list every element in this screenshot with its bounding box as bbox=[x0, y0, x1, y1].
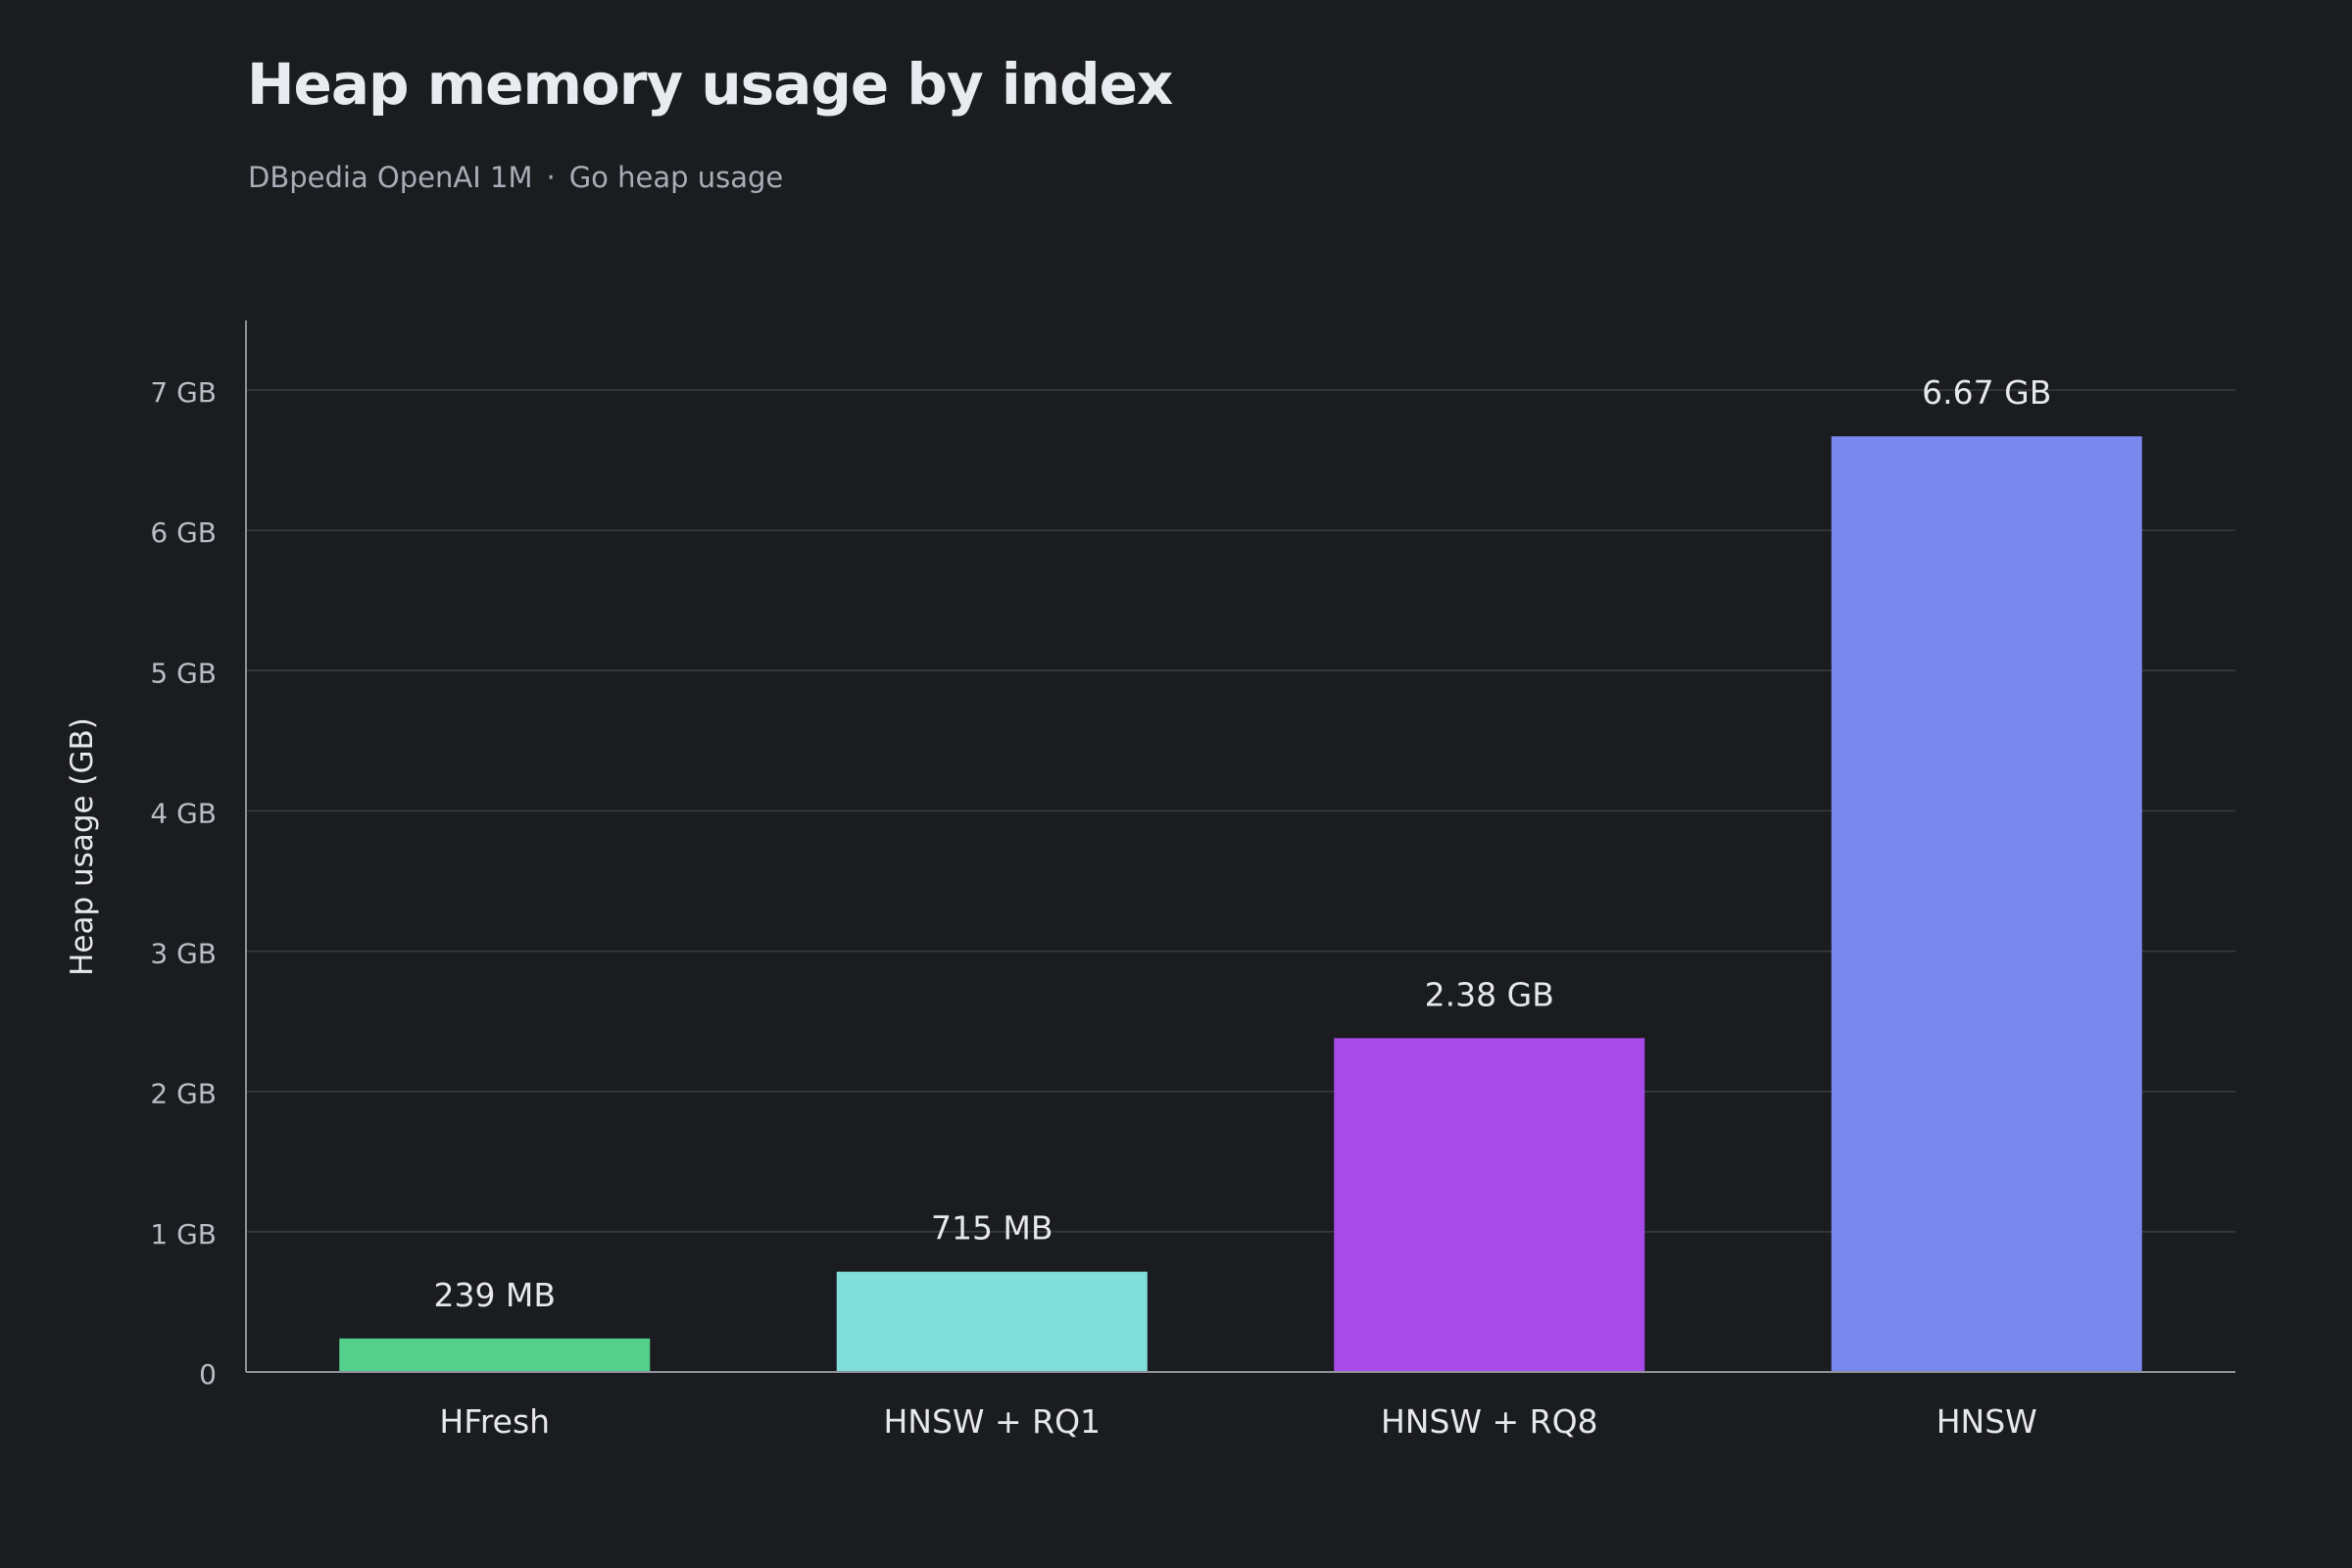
x-category-label: HNSW + RQ1 bbox=[883, 1402, 1101, 1441]
chart-subtitle: DBpedia OpenAI 1M · Go heap usage bbox=[248, 161, 783, 194]
bar-hnsw bbox=[1831, 436, 2142, 1372]
bar-value-label: 6.67 GB bbox=[1922, 373, 2051, 412]
bar-value-label: 239 MB bbox=[433, 1276, 556, 1314]
bar-hnsw-rq1 bbox=[836, 1271, 1148, 1372]
y-tick-label: 2 GB bbox=[150, 1078, 217, 1110]
axes bbox=[245, 320, 2235, 1373]
y-tick-label: 6 GB bbox=[150, 516, 217, 549]
bars bbox=[339, 436, 2142, 1372]
y-tick-label: 0 bbox=[199, 1358, 217, 1391]
y-tick-label: 1 GB bbox=[150, 1218, 217, 1250]
x-category-label: HNSW + RQ8 bbox=[1381, 1402, 1598, 1441]
y-tick-label: 5 GB bbox=[150, 657, 217, 689]
y-tick-label: 4 GB bbox=[150, 797, 217, 829]
chart-title: Heap memory usage by index bbox=[247, 51, 1173, 118]
subtitle-dataset: DBpedia OpenAI 1M bbox=[248, 161, 533, 194]
x-category-label: HNSW bbox=[1936, 1402, 2037, 1441]
y-axis-title: Heap usage (GB) bbox=[65, 717, 100, 976]
bar-hnsw-rq8 bbox=[1334, 1038, 1645, 1372]
bar-value-label: 2.38 GB bbox=[1425, 975, 1554, 1013]
subtitle-metric: Go heap usage bbox=[568, 161, 784, 194]
bar-hfresh bbox=[339, 1338, 651, 1372]
y-tick-label: 3 GB bbox=[150, 938, 217, 970]
y-tick-label: 7 GB bbox=[150, 376, 217, 409]
labels: 0 1 GB 2 GB 3 GB 4 GB 5 GB 6 GB 7 GB 239 MB HFres… bbox=[65, 373, 2051, 1441]
subtitle-separator: · bbox=[546, 161, 556, 194]
x-category-label: HFresh bbox=[439, 1402, 550, 1441]
bar-value-label: 715 MB bbox=[931, 1209, 1054, 1248]
